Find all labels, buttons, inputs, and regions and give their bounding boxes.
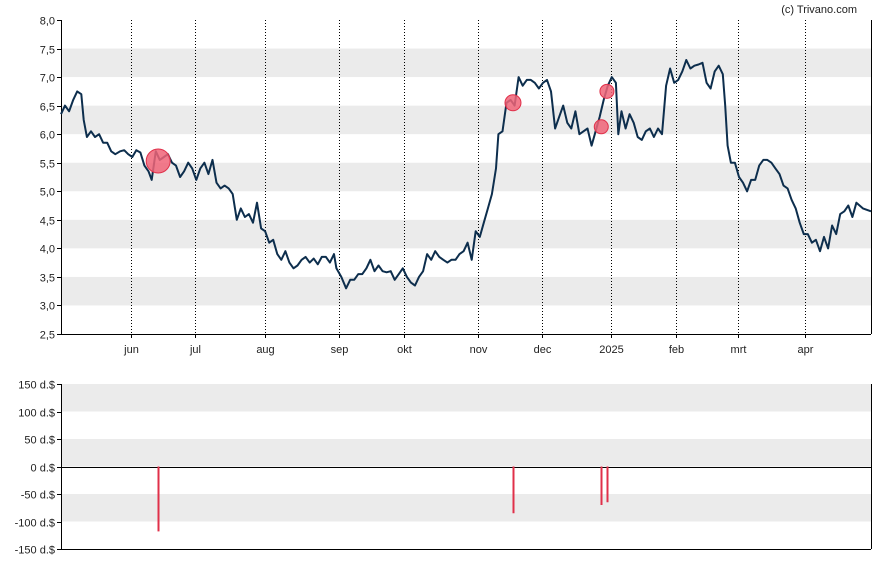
x-tick-label: dec [534, 344, 552, 356]
y-tick-label: 100 d.$ [18, 408, 55, 420]
y-tick-label: 7,0 [40, 73, 55, 85]
transaction-marker [145, 148, 171, 174]
x-tick-label: jun [123, 344, 139, 356]
x-tick-label: aug [256, 344, 274, 356]
y-tick-label: 5,5 [40, 159, 55, 171]
y-tick-label: -100 d.$ [15, 518, 55, 530]
x-tick-label: nov [470, 344, 488, 356]
y-tick-label: 0 d.$ [31, 463, 55, 475]
grid-band [61, 105, 871, 135]
price-line [60, 59, 872, 290]
grid-band [61, 494, 871, 522]
y-tick-label: 6,0 [40, 130, 55, 142]
x-tick-label: feb [669, 344, 684, 356]
y-tick-label: 8,0 [40, 16, 55, 28]
y-tick-label: 5,0 [40, 187, 55, 199]
grid-band [61, 384, 871, 412]
x-tick-label: okt [397, 344, 412, 356]
x-tick-label: sep [331, 344, 349, 356]
y-tick-label: -150 d.$ [15, 545, 55, 557]
y-tick-label: 150 d.$ [18, 380, 55, 392]
grid-band [61, 439, 871, 467]
insider-transactions-bar-chart: 150 d.$ 100 d.$ 50 d.$ 0 d.$ -50 d.$ -100 d.$… [15, 380, 872, 557]
transaction-marker [504, 94, 522, 112]
grid-band [61, 276, 871, 306]
x-tick-label: jul [189, 344, 201, 356]
transaction-marker [593, 119, 609, 135]
y-tick-label: -50 d.$ [21, 490, 55, 502]
y-tick-label: 6,5 [40, 102, 55, 114]
credit-text: (c) Trivano.com [781, 4, 857, 16]
x-tick-label: mrt [731, 344, 747, 356]
transaction-marker [599, 83, 615, 99]
x-tick-label: apr [798, 344, 814, 356]
y-tick-label: 3,5 [40, 273, 55, 285]
y-tick-label: 3,0 [40, 301, 55, 313]
x-tick-label: 2025 [599, 344, 623, 356]
y-tick-label: 50 d.$ [24, 435, 55, 447]
y-tick-label: 7,5 [40, 45, 55, 57]
price-line-chart: 2,5 3,0 3,5 4,0 4,5 5,0 5,5 6,0 6,5 7,0 7,5 8,0 jun j… [40, 16, 872, 356]
y-tick-label: 4,0 [40, 244, 55, 256]
y-tick-label: 2,5 [40, 330, 55, 342]
grid-band [61, 48, 871, 78]
y-tick-label: 4,5 [40, 216, 55, 228]
